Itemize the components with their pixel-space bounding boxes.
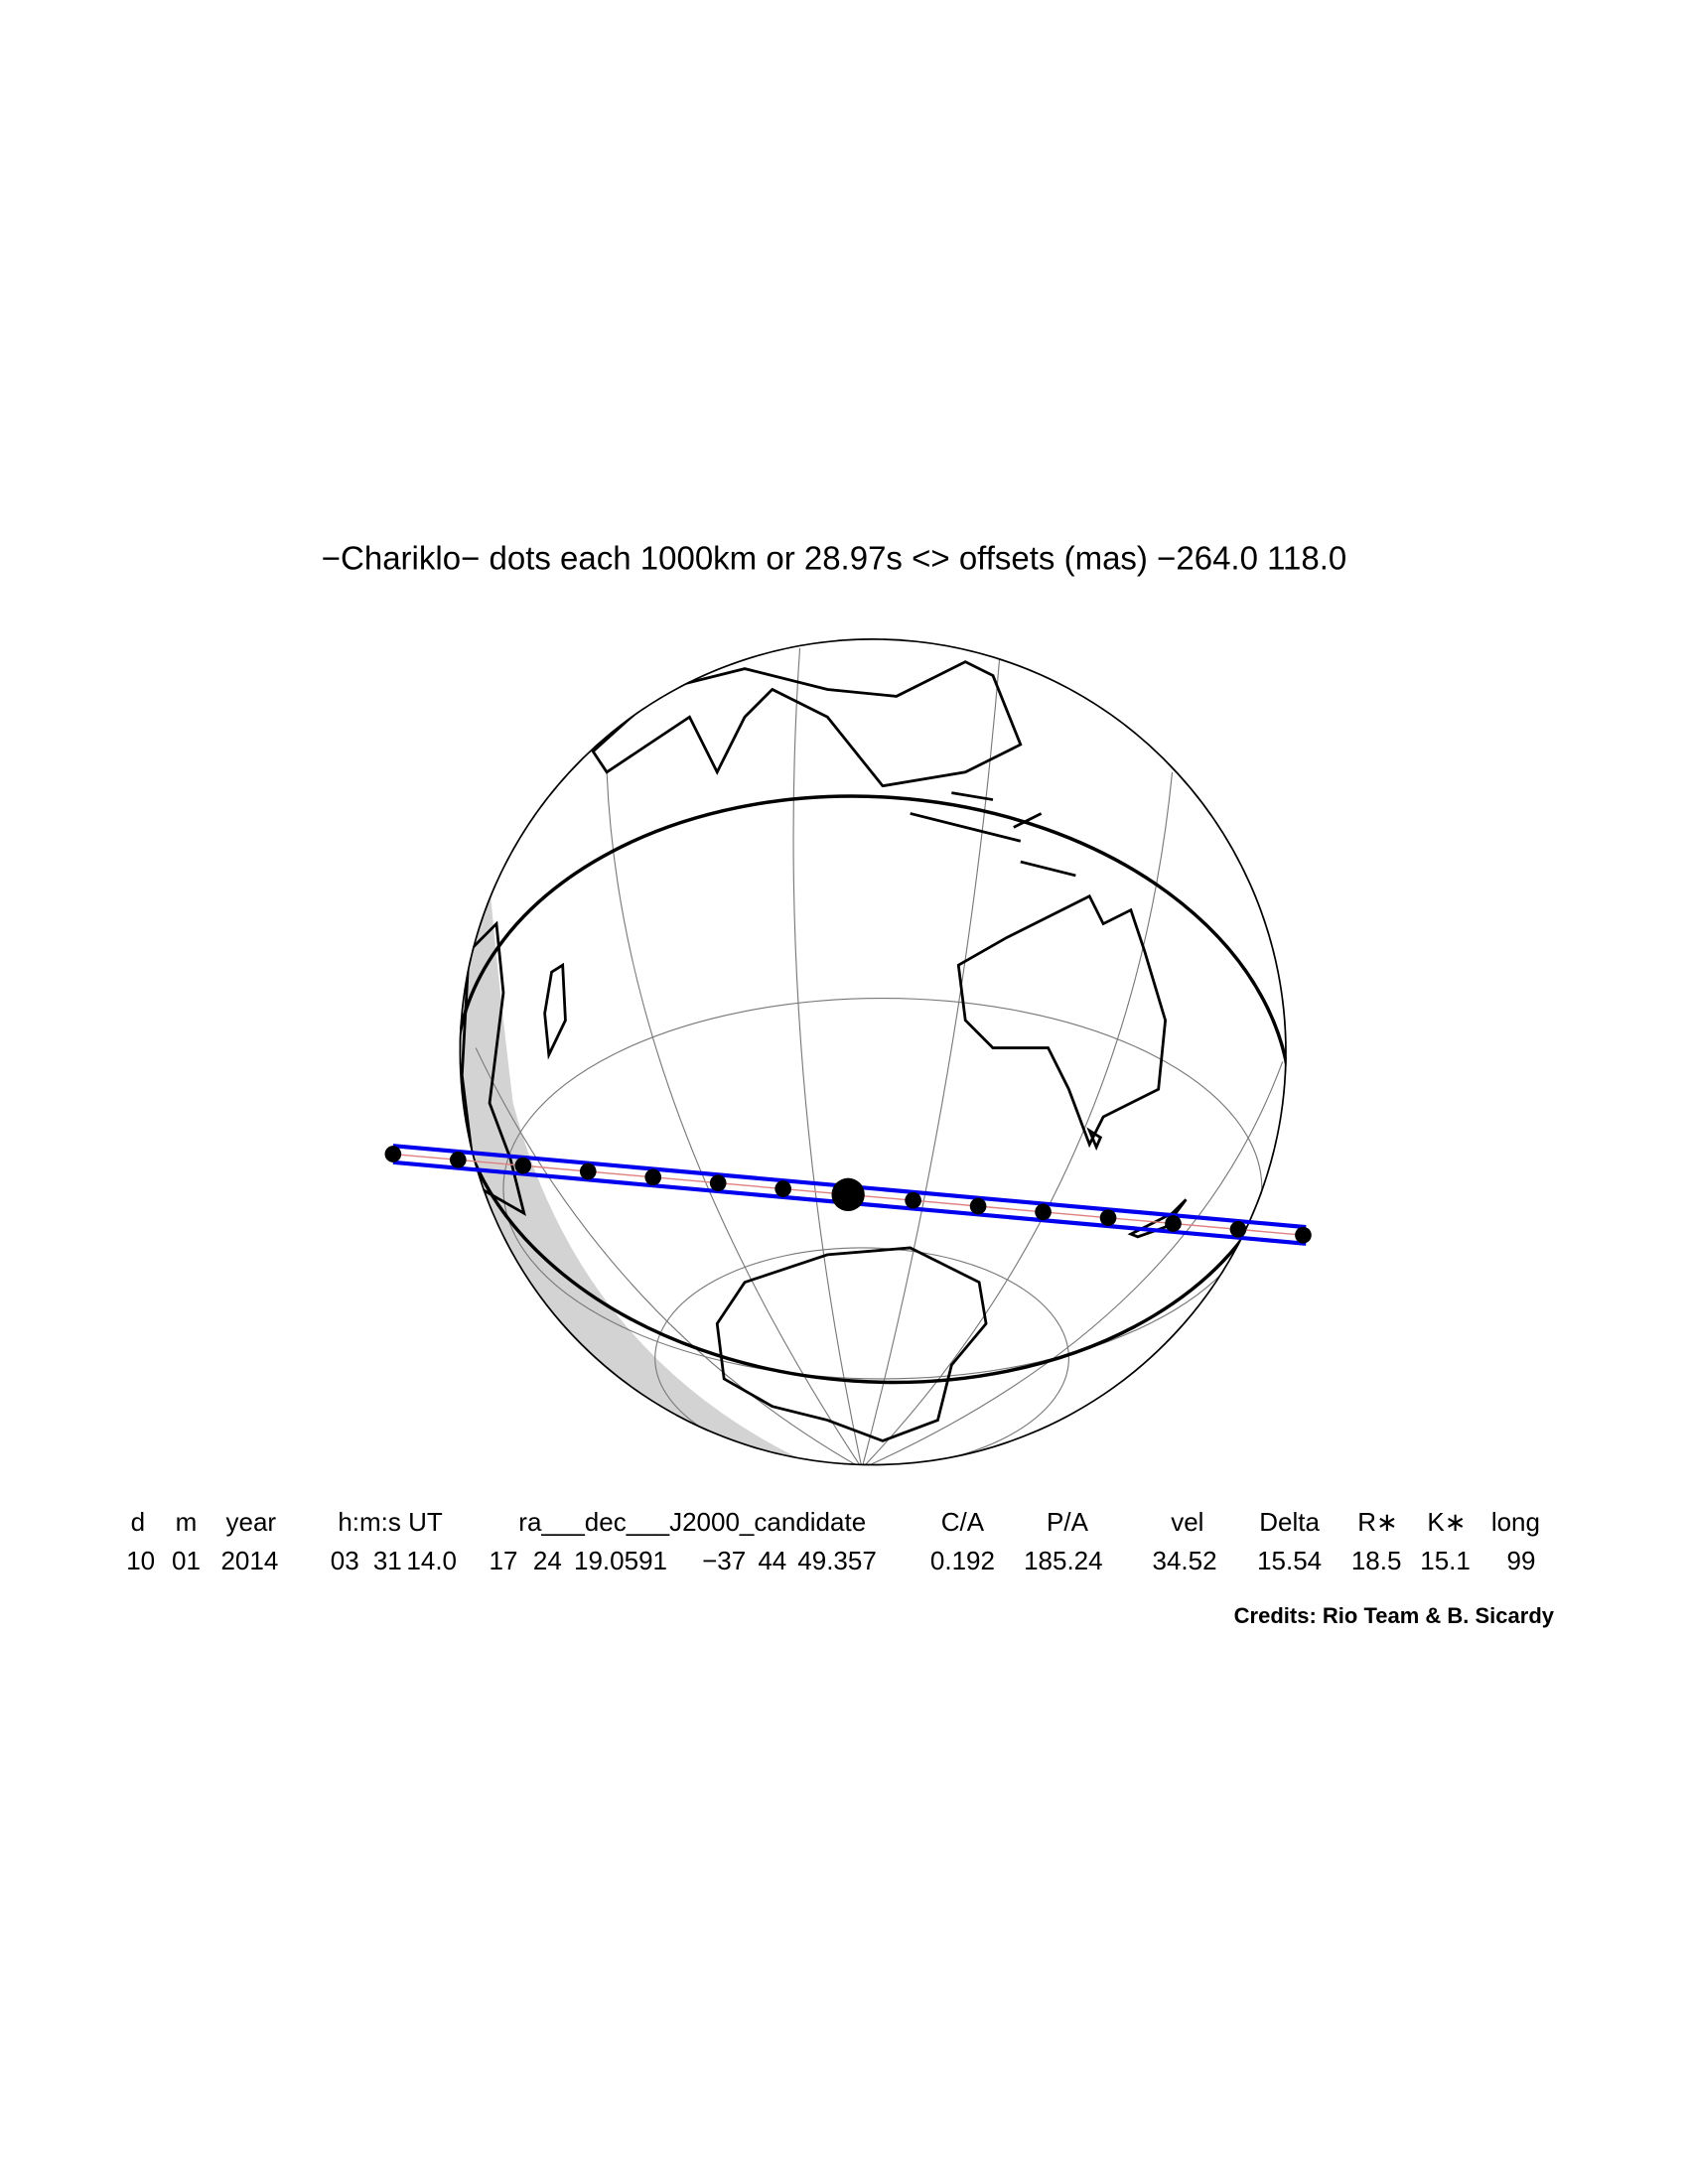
table-value: 19.0591 [574,1546,667,1575]
track-dot [1165,1215,1182,1232]
table-header: C/A [941,1507,985,1537]
table-value: 03 [331,1546,359,1575]
table-value: 34.52 [1153,1546,1217,1575]
table-value: 18.5 [1351,1546,1402,1575]
table-value: 17 [489,1546,517,1575]
terminator [459,794,1287,1385]
table-value: −37 [702,1546,746,1575]
table-header: long [1491,1507,1540,1537]
track-dot [709,1174,727,1192]
table-value: 15.1 [1420,1546,1471,1575]
table-header: d [131,1507,145,1537]
globe [384,638,1312,1466]
track-dot [1229,1221,1247,1238]
table-header: K∗ [1427,1507,1466,1537]
track-dot [644,1168,662,1186]
track-dot [905,1191,921,1209]
table-value: 14.0 [406,1546,457,1575]
shadow-track [384,1144,1312,1246]
track-dot [1035,1203,1052,1221]
globe-disk [459,638,1287,1466]
credits: Credits: Rio Team & B. Sicardy [1234,1603,1555,1628]
track-dot [1295,1226,1312,1244]
track-dot [579,1162,597,1180]
table-value: 185.24 [1024,1546,1103,1575]
table-value: 01 [172,1546,201,1575]
table-header: vel [1171,1507,1203,1537]
table-value: 2014 [220,1546,278,1575]
table-header: m [176,1507,198,1537]
table-value: 0.192 [930,1546,995,1575]
map-title: −Chariklo− dots each 1000km or 28.97s <>… [322,540,1347,577]
table-header: R∗ [1357,1507,1398,1537]
table-value: 15.54 [1257,1546,1322,1575]
track-dot [514,1157,532,1174]
table-header: P/A [1047,1507,1089,1537]
track-dot [774,1180,792,1197]
track-dot [831,1177,865,1212]
table-value: 49.357 [797,1546,877,1575]
table-value: 31 [373,1546,402,1575]
table-header: Delta [1259,1507,1320,1537]
table-value: 99 [1506,1546,1535,1575]
table-header: h:m:s UT [338,1507,443,1537]
track-dot [969,1197,987,1215]
table-header: ra___dec___J2000_candidate [518,1507,866,1537]
table-value: 44 [758,1546,786,1575]
table-value: 10 [126,1546,155,1575]
table-header: year [225,1507,276,1537]
track-dot [1099,1209,1117,1227]
track-dot [449,1152,467,1168]
table-value: 24 [533,1546,562,1575]
track-dot [384,1146,402,1162]
